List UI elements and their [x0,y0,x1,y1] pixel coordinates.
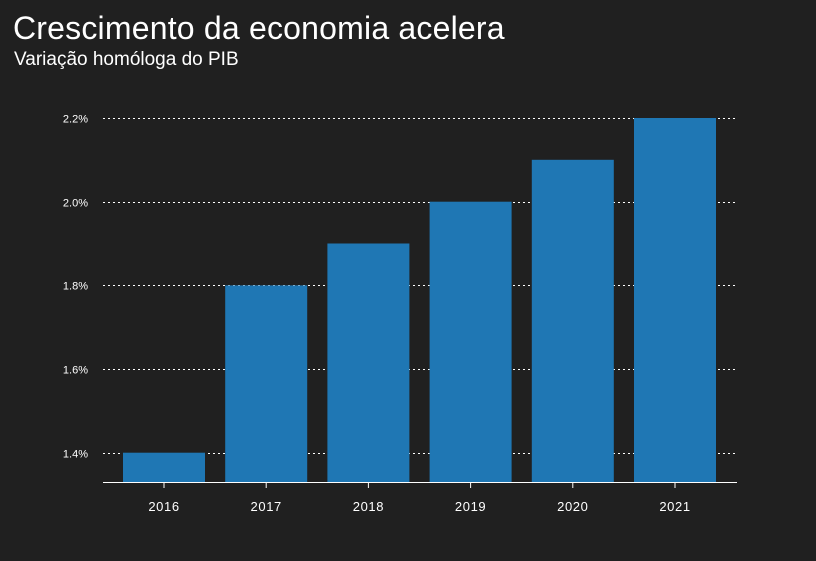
x-tick-label: 2017 [251,499,282,514]
y-tick-label: 1.6% [63,365,88,377]
x-tick-label: 2021 [659,499,690,514]
y-tick-label: 1.4% [63,449,88,461]
bars [123,118,716,483]
chart-title: Crescimento da economia acelera [13,10,505,46]
grid-lines [103,118,737,454]
chart-subtitle: Variação homóloga do PIB [14,49,239,70]
bar-2021 [634,118,716,482]
y-tick-label: 2.0% [63,198,88,210]
bar-2020 [531,159,614,483]
y-tick-label: 2.2% [63,114,88,126]
x-tick-label: 2019 [455,499,486,514]
axes: 1.4% 1.6% 1.8% 2.0% 2.2% 2016 2017 2018 2019 2020… [63,114,737,514]
x-tick-label: 2016 [148,499,179,514]
x-tick-label: 2020 [557,499,588,514]
y-tick-label: 1.8% [63,281,88,293]
x-tick-label: 2018 [353,499,384,514]
bar-2016 [123,452,205,482]
bar-2017 [225,285,308,482]
bar-2018 [327,243,410,482]
bar-2019 [429,201,512,482]
